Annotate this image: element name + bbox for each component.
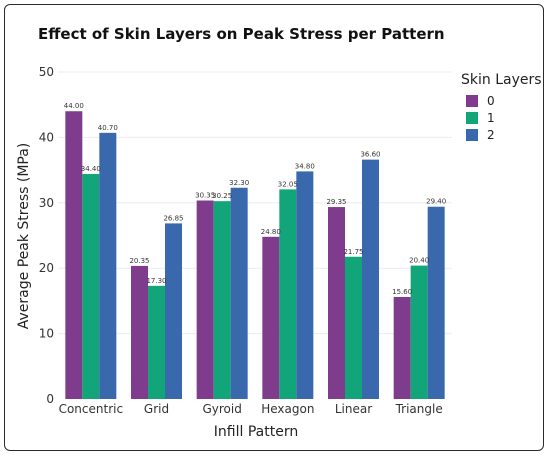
y-tick-label: 20: [39, 261, 54, 275]
x-tick-label: Hexagon: [261, 402, 314, 416]
data-label: 20.40: [409, 257, 429, 265]
y-tick-label: 40: [39, 130, 54, 144]
y-tick-label: 10: [39, 327, 54, 341]
data-label: 40.70: [98, 124, 118, 132]
data-label: 44.00: [64, 102, 84, 110]
legend-entry: 0: [487, 94, 495, 108]
data-label: 32.30: [229, 179, 249, 187]
legend-entry: 2: [487, 128, 495, 142]
x-tick-label: Triangle: [395, 402, 443, 416]
bar: [427, 206, 445, 399]
bar: [213, 201, 231, 399]
data-label: 36.60: [360, 151, 380, 159]
x-tick-label: Grid: [144, 402, 169, 416]
data-label: 32.05: [278, 180, 298, 188]
legend: Skin Layers 0 1 2: [461, 72, 542, 142]
legend-swatch: [466, 95, 478, 107]
bar: [165, 223, 182, 399]
bar: [99, 132, 117, 399]
data-label: 21.75: [343, 248, 363, 256]
bar: [296, 171, 314, 399]
bar: [279, 189, 297, 399]
bar: [230, 187, 248, 399]
y-axis-title: Average Peak Stress (MPa): [16, 143, 32, 330]
legend-swatch: [466, 129, 478, 141]
chart-title: Effect of Skin Layers on Peak Stress per…: [38, 25, 445, 43]
y-axis-ticks: 0 10 20 30 40 50: [39, 65, 54, 406]
x-tick-label: Linear: [335, 402, 372, 416]
data-label: 34.80: [295, 162, 315, 170]
x-tick-label: Concentric: [59, 402, 123, 416]
legend-title: Skin Layers: [461, 72, 542, 88]
data-label: 30.35: [195, 192, 215, 200]
data-label: 30.25: [212, 192, 232, 200]
data-label: 29.35: [326, 198, 346, 206]
data-label: 29.40: [426, 198, 446, 206]
legend-entry: 1: [487, 111, 495, 125]
x-axis-ticks: Concentric Grid Gyroid Hexagon Linear Triangl…: [59, 402, 443, 416]
y-tick-label: 50: [39, 65, 54, 79]
bar: [148, 285, 165, 399]
data-label: 17.30: [146, 277, 166, 285]
bar: [196, 200, 214, 399]
y-tick-label: 0: [46, 392, 54, 406]
data-labels: 44.00 34.40 40.70 20.35 17.30 26.85 30.3530.25…: [64, 102, 446, 296]
bar: [262, 236, 280, 399]
bar: [410, 265, 428, 399]
bars: [65, 111, 445, 400]
y-tick-label: 30: [39, 196, 54, 210]
legend-swatch: [466, 112, 478, 124]
bar: [328, 207, 345, 399]
data-label: 34.40: [81, 165, 101, 173]
bar: [65, 111, 83, 400]
data-label: 26.85: [163, 214, 183, 222]
bar: [345, 256, 362, 399]
data-label: 20.35: [129, 257, 149, 265]
bar: [362, 159, 379, 399]
x-tick-label: Gyroid: [202, 402, 241, 416]
grid-lines: [58, 71, 452, 335]
bar: [393, 296, 411, 399]
data-label: 15.60: [392, 288, 412, 296]
bar: [82, 174, 100, 399]
x-axis-title: Infill Pattern: [214, 424, 298, 440]
bar: [131, 265, 148, 399]
data-label: 24.80: [261, 228, 281, 236]
